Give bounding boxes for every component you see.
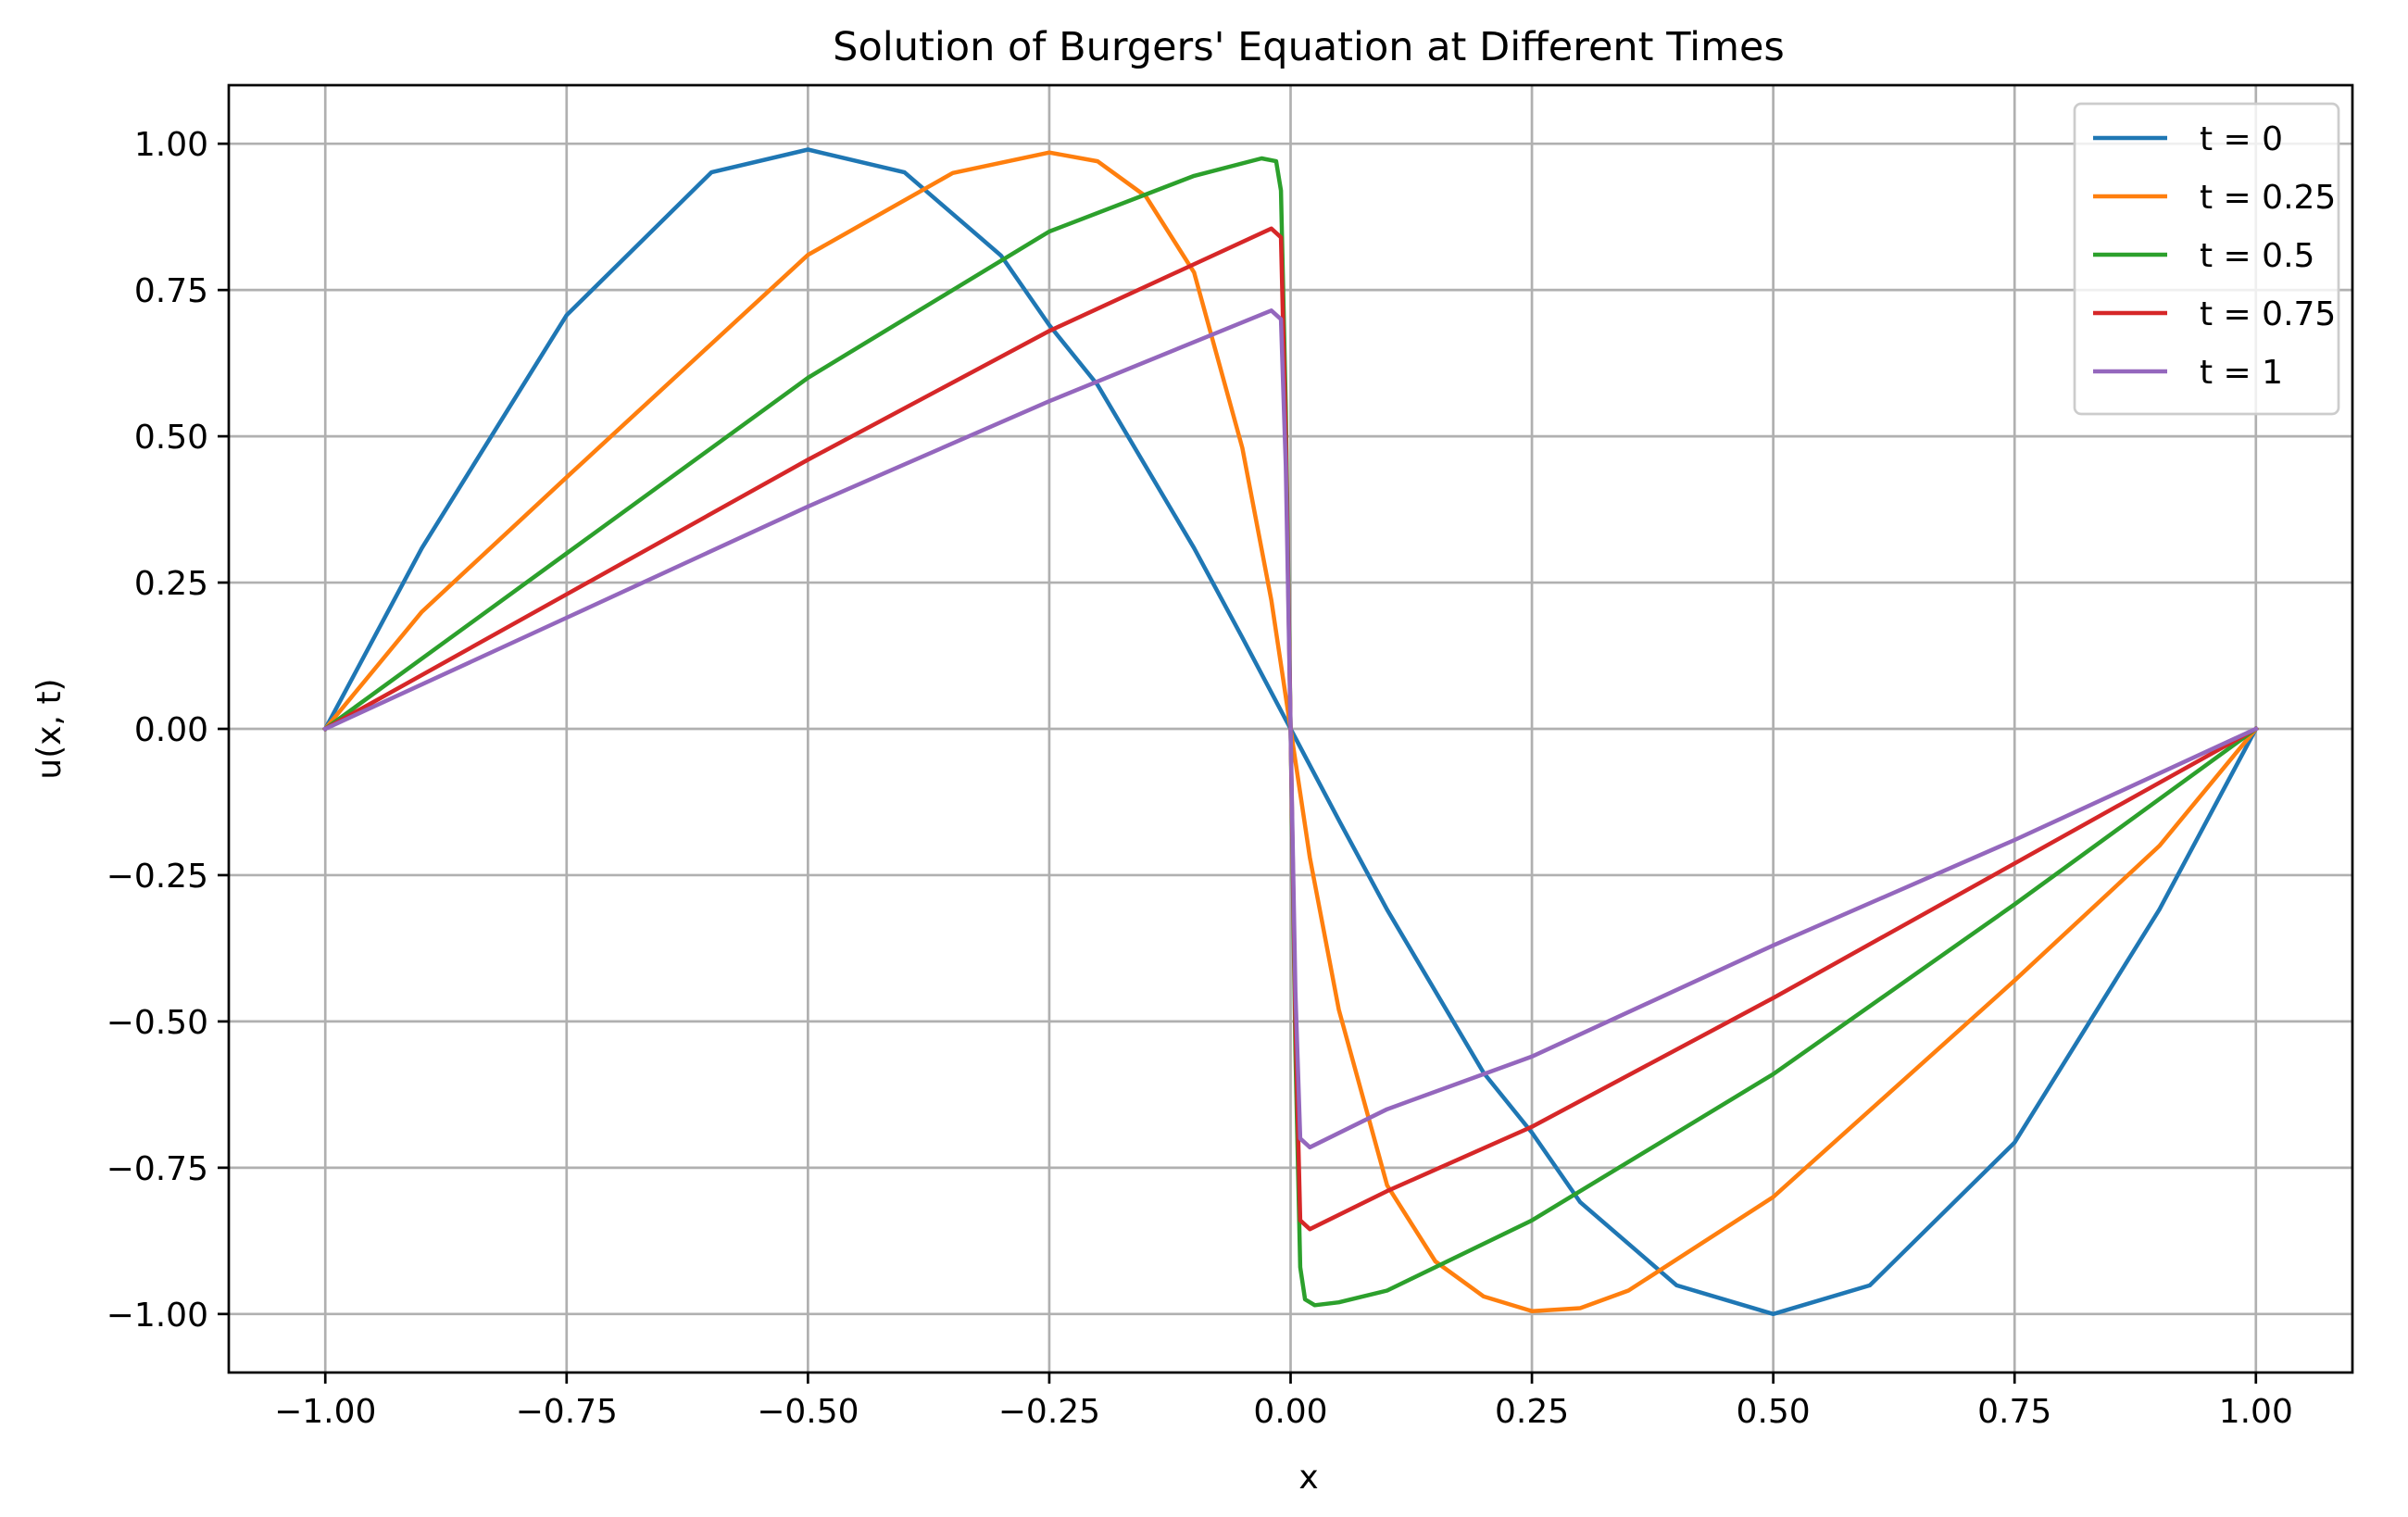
y-axis-ticks: −1.00 −0.75 −0.50 −0.25 0.00 0.25 0.50 0.75 1.00 [107, 126, 229, 1335]
y-tick-label: 0.75 [134, 272, 208, 310]
y-tick-label: 1.00 [134, 126, 208, 164]
y-tick-label: −1.00 [107, 1297, 208, 1335]
legend-label-4: t = 1 [2200, 354, 2283, 392]
y-tick-label: 0.25 [134, 565, 208, 603]
legend-label-1: t = 0.25 [2200, 179, 2336, 217]
chart-title: Solution of Burgers' Equation at Differe… [833, 24, 1785, 70]
legend: t = 0 t = 0.25 t = 0.5 t = 0.75 t = 1 [2073, 102, 2340, 416]
x-tick-label: −0.25 [998, 1393, 1100, 1431]
plot-series [322, 147, 2259, 1317]
x-tick-label: 0.50 [1737, 1393, 1811, 1431]
y-tick-label: 0.00 [134, 711, 208, 749]
x-tick-label: 1.00 [2219, 1393, 2293, 1431]
x-tick-label: −1.00 [274, 1393, 376, 1431]
x-tick-label: 0.00 [1253, 1393, 1327, 1431]
y-tick-label: −0.50 [107, 1004, 208, 1042]
series-line-4 [322, 308, 2259, 1150]
x-tick-label: −0.50 [757, 1393, 859, 1431]
x-axis-ticks: −1.00 −0.75 −0.50 −0.25 0.00 0.25 0.50 0.75 1.00 [274, 1373, 2293, 1431]
legend-label-3: t = 0.75 [2200, 295, 2336, 333]
x-tick-label: 0.25 [1495, 1393, 1569, 1431]
series-line-1 [322, 150, 2259, 1313]
y-axis-label: u(x, t) [31, 678, 69, 779]
y-tick-label: −0.25 [107, 858, 208, 896]
legend-label-0: t = 0 [2200, 120, 2283, 158]
y-tick-label: −0.75 [107, 1150, 208, 1188]
x-tick-label: 0.75 [1977, 1393, 2051, 1431]
legend-box [2073, 102, 2340, 416]
legend-label-2: t = 0.5 [2200, 237, 2314, 275]
y-tick-label: 0.50 [134, 419, 208, 457]
x-tick-label: −0.75 [516, 1393, 618, 1431]
x-axis-label: x [1298, 1459, 1318, 1497]
